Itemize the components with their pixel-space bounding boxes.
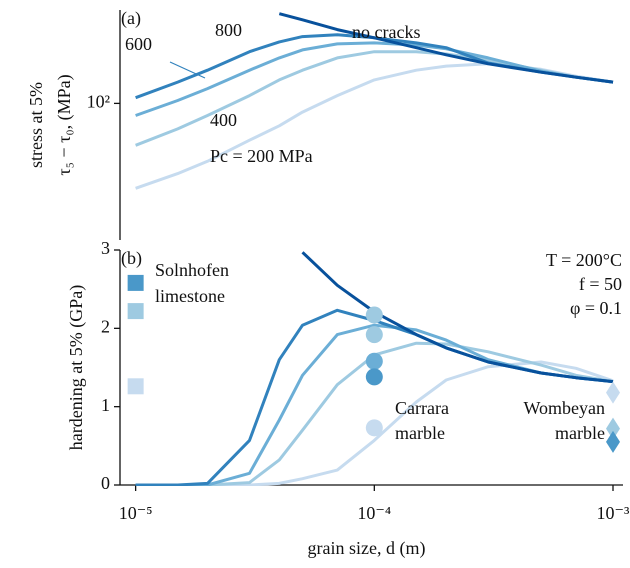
curve (135, 41, 614, 117)
condition-label: f = 50 (579, 274, 622, 294)
sample-circle (365, 368, 383, 386)
sample-label: Carrara (395, 398, 449, 418)
y-tick-label: 0 (101, 473, 110, 493)
panel-label: (a) (121, 8, 141, 29)
sample-label: limestone (155, 286, 225, 306)
series-label: 400 (210, 110, 237, 130)
curve (135, 50, 614, 147)
leader-line (169, 61, 206, 79)
y-axis-label: hardening at 5% (GPa) (66, 285, 87, 450)
sample-label: Wombeyan (523, 398, 605, 418)
series-label: 600 (125, 34, 152, 54)
sample-diamond (606, 381, 620, 404)
series-label: no cracks (352, 22, 420, 42)
x-tick-label: 10⁻³ (597, 503, 630, 523)
sample-square (127, 303, 144, 320)
y-tick-label: 2 (101, 316, 110, 336)
x-axis-label: grain size, d (m) (308, 538, 426, 559)
sample-square (127, 378, 144, 395)
condition-label: φ = 0.1 (570, 298, 622, 318)
plot-area (135, 251, 614, 486)
sample-diamond (606, 430, 620, 453)
sample-diamond (606, 417, 620, 440)
curve (135, 62, 614, 190)
y-axis-label: τ₅ − τ₀, (MPa) (54, 74, 75, 175)
panel-label: (b) (121, 248, 142, 269)
x-tick-label: 10⁻⁵ (119, 503, 153, 523)
y-tick-label: 10² (87, 92, 110, 112)
sample-label: marble (395, 423, 445, 443)
curve (301, 251, 614, 384)
y-axis-label: stress at 5% (26, 82, 46, 168)
condition-label: T = 200°C (546, 250, 622, 270)
sample-label: marble (555, 423, 605, 443)
sample-circle (365, 326, 383, 344)
sample-circle (365, 306, 383, 324)
y-tick-label: 3 (101, 238, 110, 258)
series-label: Pc = 200 MPa (210, 146, 313, 166)
sample-circle (365, 419, 383, 437)
series-label: 800 (215, 20, 242, 40)
curve (278, 12, 614, 84)
x-tick-label: 10⁻⁴ (357, 503, 391, 523)
y-tick-label: 1 (101, 395, 110, 415)
sample-square (127, 274, 144, 291)
sample-label: Solnhofen (155, 260, 229, 280)
plot-area (135, 12, 614, 190)
sample-circle (365, 352, 383, 370)
